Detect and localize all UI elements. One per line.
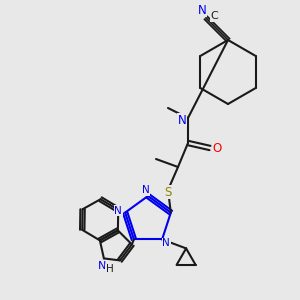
- Text: C: C: [210, 11, 218, 21]
- Text: N: N: [178, 113, 186, 127]
- Text: N: N: [142, 185, 150, 195]
- Text: N: N: [198, 4, 206, 16]
- Text: N: N: [162, 238, 170, 248]
- Text: O: O: [212, 142, 222, 154]
- Text: S: S: [164, 185, 172, 199]
- Text: N: N: [98, 261, 106, 272]
- Text: N: N: [114, 206, 122, 216]
- Text: H: H: [106, 264, 114, 274]
